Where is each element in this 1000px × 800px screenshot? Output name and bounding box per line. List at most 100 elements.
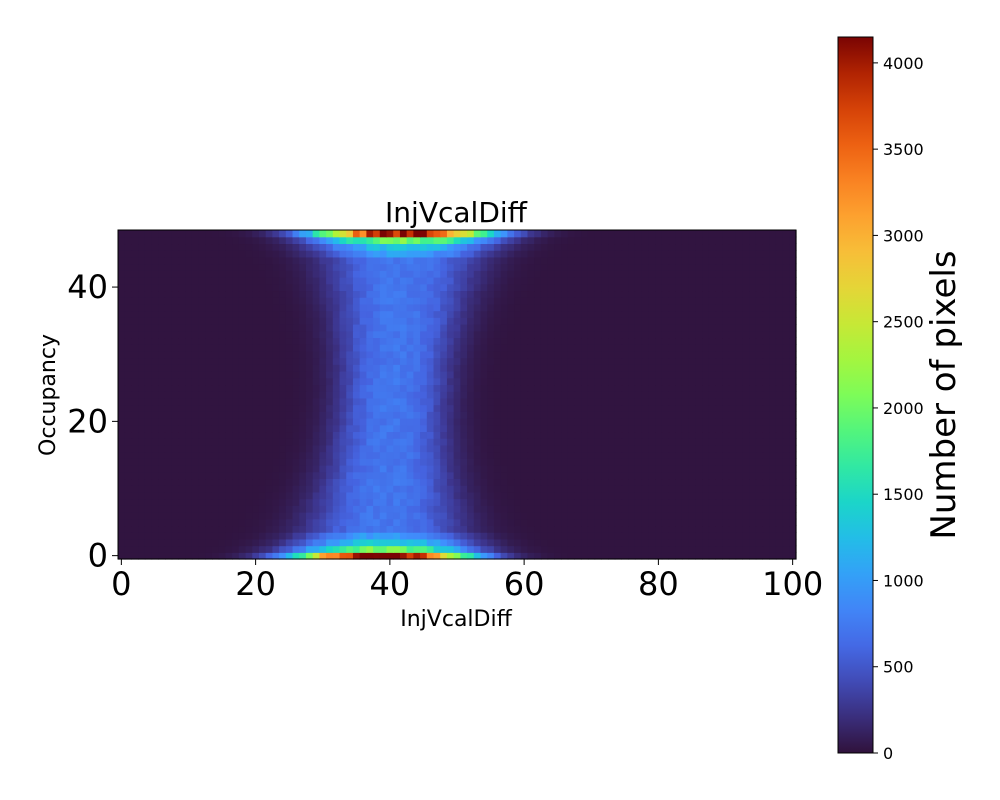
- heatmap-cell: [118, 518, 126, 527]
- heatmap-cell: [332, 364, 341, 372]
- heatmap-cell: [373, 230, 381, 238]
- heatmap-cell: [178, 465, 186, 473]
- heatmap-cell: [433, 364, 441, 372]
- heatmap-cell: [420, 256, 428, 265]
- heatmap-cell: [769, 330, 777, 339]
- heatmap-cell: [164, 317, 173, 325]
- heatmap-cell: [681, 491, 690, 500]
- heatmap-cell: [695, 337, 703, 345]
- heatmap-cell: [641, 344, 649, 352]
- heatmap-cell: [628, 444, 636, 453]
- heatmap-cell: [124, 478, 133, 486]
- heatmap-cell: [332, 277, 341, 285]
- heatmap-cell: [728, 451, 737, 459]
- heatmap-cell: [352, 498, 361, 506]
- heatmap-cell: [393, 377, 401, 386]
- heatmap-cell: [292, 337, 300, 345]
- heatmap-cell: [742, 324, 750, 332]
- heatmap-cell: [211, 303, 220, 312]
- heatmap-cell: [655, 371, 663, 379]
- heatmap-cell: [561, 243, 569, 251]
- heatmap-cell: [285, 424, 294, 433]
- heatmap-cell: [225, 344, 233, 352]
- heatmap-cell: [124, 290, 133, 298]
- heatmap-cell: [749, 532, 757, 540]
- heatmap-cell: [554, 465, 562, 473]
- heatmap-cell: [601, 404, 609, 412]
- heatmap-cell: [782, 444, 790, 453]
- heatmap-cell: [319, 330, 327, 339]
- heatmap-cell: [211, 330, 220, 339]
- heatmap-cell: [547, 418, 555, 426]
- heatmap-cell: [433, 270, 441, 278]
- heatmap-cell: [728, 243, 737, 251]
- heatmap-cell: [728, 545, 737, 553]
- heatmap-cell: [386, 525, 394, 533]
- heatmap-cell: [305, 243, 314, 251]
- heatmap-cell: [587, 424, 596, 433]
- heatmap-cell: [601, 297, 609, 305]
- heatmap-cell: [641, 431, 649, 439]
- heatmap-cell: [285, 310, 294, 318]
- heatmap-cell: [601, 357, 609, 365]
- heatmap-cell: [332, 283, 341, 292]
- heatmap-cell: [252, 545, 260, 553]
- heatmap-cell: [440, 230, 448, 238]
- heatmap-cell: [661, 512, 670, 520]
- heatmap-cell: [789, 283, 797, 292]
- heatmap-cell: [634, 552, 643, 560]
- heatmap-cell: [782, 538, 790, 547]
- heatmap-cell: [769, 518, 777, 527]
- heatmap-cell: [614, 371, 623, 379]
- heatmap-cell: [178, 532, 186, 540]
- heatmap-cell: [205, 525, 213, 533]
- heatmap-cell: [480, 270, 488, 278]
- heatmap-cell: [722, 498, 730, 506]
- heatmap-cell: [292, 458, 300, 466]
- heatmap-cell: [359, 283, 367, 292]
- heatmap-cell: [118, 317, 126, 325]
- heatmap-cell: [587, 283, 596, 292]
- heatmap-cell: [292, 384, 300, 392]
- heatmap-cell: [131, 438, 139, 446]
- heatmap-cell: [359, 250, 367, 258]
- heatmap-cell: [124, 371, 133, 379]
- heatmap-cell: [520, 384, 529, 392]
- heatmap-cell: [413, 525, 421, 533]
- heatmap-cell: [735, 230, 743, 238]
- heatmap-cell: [131, 263, 139, 271]
- heatmap-cell: [742, 444, 750, 453]
- heatmap-cell: [406, 404, 414, 412]
- heatmap-cell: [366, 397, 374, 406]
- heatmap-cell: [789, 431, 797, 439]
- heatmap-cell: [178, 330, 186, 339]
- heatmap-cell: [420, 418, 428, 426]
- heatmap-cell: [708, 230, 717, 238]
- heatmap-cell: [399, 485, 408, 493]
- heatmap-cell: [681, 297, 690, 305]
- heatmap-cell: [178, 364, 186, 372]
- heatmap-cell: [151, 424, 159, 433]
- heatmap-cell: [406, 277, 414, 285]
- heatmap-cell: [574, 310, 582, 318]
- heatmap-cell: [339, 512, 347, 520]
- heatmap-cell: [661, 230, 670, 238]
- heatmap-cell: [581, 270, 589, 278]
- heatmap-cell: [198, 444, 206, 453]
- heatmap-cell: [426, 518, 435, 527]
- heatmap-cell: [453, 337, 461, 345]
- heatmap-cell: [238, 391, 247, 399]
- heatmap-cell: [695, 431, 703, 439]
- heatmap-cell: [211, 371, 220, 379]
- heatmap-cell: [272, 290, 280, 298]
- heatmap-cell: [561, 451, 569, 459]
- heatmap-cell: [775, 471, 784, 480]
- heatmap-cell: [373, 236, 381, 245]
- heatmap-cell: [352, 243, 361, 251]
- heatmap-cell: [164, 438, 173, 446]
- heatmap-cell: [601, 491, 609, 500]
- heatmap-cell: [312, 263, 320, 271]
- heatmap-cell: [232, 263, 240, 271]
- heatmap-cell: [493, 337, 502, 345]
- heatmap-cell: [762, 411, 770, 419]
